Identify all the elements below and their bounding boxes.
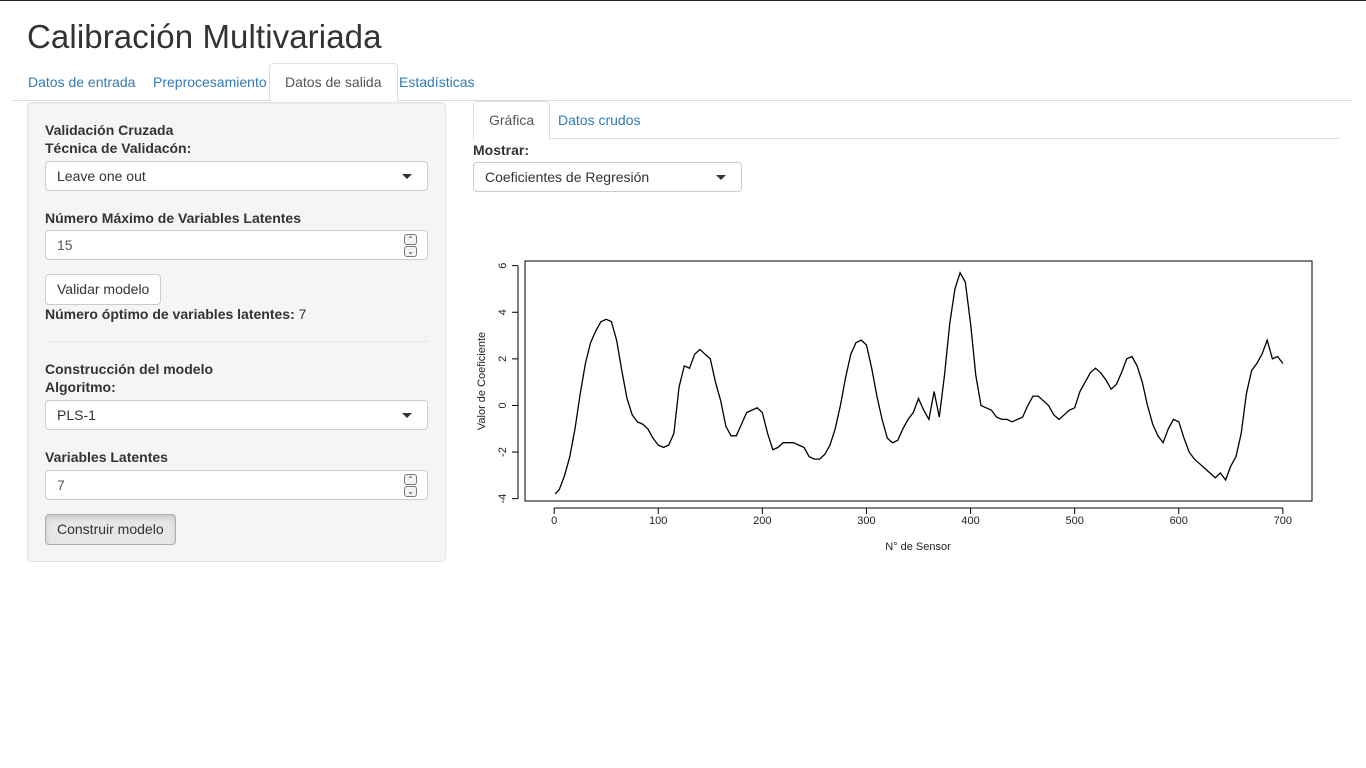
tab-preprocesamiento[interactable]: Preprocesamiento <box>153 74 267 90</box>
y-tick-label: -2 <box>497 447 509 457</box>
caret-down-icon <box>402 413 412 418</box>
x-tick-label: 300 <box>857 515 875 527</box>
x-tick-label: 0 <box>551 515 557 527</box>
main-tab-bar: Datos de entrada Preprocesamiento Datos … <box>13 63 1353 102</box>
section-divider <box>45 341 428 342</box>
tab-estadisticas[interactable]: Estadísticas <box>399 74 475 90</box>
y-tick-label: 0 <box>497 402 509 408</box>
caret-down-icon <box>716 175 726 180</box>
sidebar-panel: Validación Cruzada Técnica de Validacón:… <box>27 102 446 562</box>
tab-grafica[interactable]: Gráfica <box>473 101 551 140</box>
max-lv-spinner: ⌃ ⌄ <box>404 234 417 257</box>
technique-select-value: Leave one out <box>57 168 146 184</box>
x-tick-label: 200 <box>753 515 771 527</box>
x-tick-label: 600 <box>1170 515 1188 527</box>
cv-heading: Validación Cruzada <box>45 122 174 138</box>
x-axis: 0 100 200 300 400 500 600 700 <box>551 507 1292 527</box>
tab-datos-de-salida[interactable]: Datos de salida <box>269 63 398 102</box>
optimal-lv-value: 7 <box>294 306 307 322</box>
lv-spinner: ⌃ ⌄ <box>404 474 417 497</box>
caret-down-icon <box>402 174 412 179</box>
tab-datos-de-entrada[interactable]: Datos de entrada <box>28 74 136 90</box>
x-tick-label: 100 <box>649 515 667 527</box>
lv-label: Variables Latentes <box>45 449 168 465</box>
lv-input[interactable]: 7 ⌃ ⌄ <box>45 470 428 500</box>
series-line <box>554 271 1284 495</box>
build-model-button[interactable]: Construir modelo <box>45 514 176 545</box>
display-label: Mostrar: <box>473 142 530 158</box>
plot-frame <box>524 260 1313 502</box>
y-tick-label: -4 <box>497 494 509 504</box>
technique-select[interactable]: Leave one out <box>45 161 428 191</box>
x-tick-label: 500 <box>1065 515 1083 527</box>
spin-down-icon[interactable]: ⌄ <box>404 246 417 257</box>
algorithm-label: Algoritmo: <box>45 379 116 395</box>
tab-datos-crudos[interactable]: Datos crudos <box>558 112 641 128</box>
max-lv-input-value: 15 <box>57 237 73 253</box>
x-tick-label: 400 <box>961 515 979 527</box>
y-tick-label: 4 <box>497 309 509 315</box>
display-select-value: Coeficientes de Regresión <box>485 169 650 185</box>
output-tab-bar: Gráfica Datos crudos <box>473 101 1339 140</box>
y-tick-label: 2 <box>497 356 509 362</box>
validate-model-button[interactable]: Validar modelo <box>45 274 162 305</box>
x-tick-label: 700 <box>1274 515 1292 527</box>
algorithm-select-value: PLS-1 <box>57 407 96 423</box>
build-heading: Construcción del modelo <box>45 361 214 377</box>
x-axis-label: N° de Sensor <box>885 541 951 553</box>
page-title: Calibración Multivariada <box>27 18 382 55</box>
y-axis-label: Valor de Coeficiente <box>476 332 488 430</box>
lv-input-value: 7 <box>57 477 65 493</box>
technique-label: Técnica de Validacón: <box>45 140 192 156</box>
algorithm-select[interactable]: PLS-1 <box>45 400 428 430</box>
max-lv-input[interactable]: 15 ⌃ ⌄ <box>45 230 428 260</box>
max-lv-label: Número Máximo de Variables Latentes <box>45 210 301 226</box>
spin-up-icon[interactable]: ⌃ <box>404 234 417 245</box>
y-tick-label: 6 <box>497 263 509 269</box>
display-select[interactable]: Coeficientes de Regresión <box>473 162 742 192</box>
y-axis: -4 -2 0 2 4 6 <box>497 263 519 504</box>
coefficient-chart: 0 100 200 300 400 500 600 700 -4 -2 0 2 4 6 N° de Se… <box>476 260 1313 553</box>
optimal-lv-text: Número óptimo de variables latentes: 7 <box>45 306 306 322</box>
spin-down-icon[interactable]: ⌄ <box>404 486 417 497</box>
optimal-lv-label: Número óptimo de variables latentes: <box>45 306 295 322</box>
spin-up-icon[interactable]: ⌃ <box>404 474 417 485</box>
